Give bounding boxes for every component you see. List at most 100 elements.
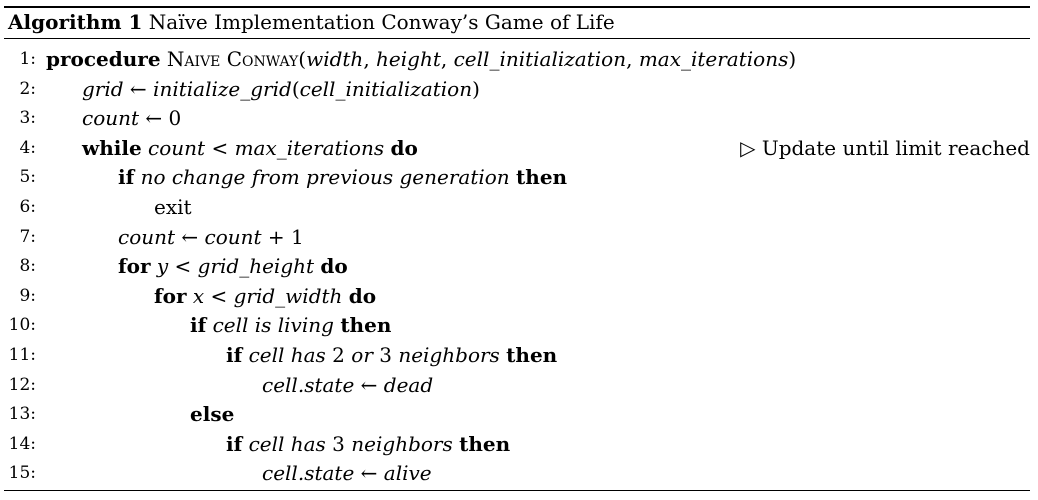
caption-title: Naïve Implementation Conway’s Game of Li… [148, 10, 615, 34]
code-text: ) [788, 47, 797, 71]
line-code: grid ← initialize_grid(cell_initializati… [82, 75, 480, 104]
algorithm-line: 11: if cell has 2 or 3 neighbors then [4, 341, 1030, 370]
keyword: then [506, 343, 558, 367]
algorithm-line: 9: for x < grid_width do [4, 282, 1030, 311]
line-code: if cell has 3 neighbors then [226, 430, 510, 459]
identifier: count [118, 224, 176, 249]
line-number: 10: [8, 315, 36, 336]
identifier: grid_width [233, 283, 343, 308]
code-text: < [205, 135, 235, 160]
keyword: if [226, 343, 243, 367]
identifier: neighbors [351, 431, 453, 456]
code-text: ← [123, 76, 154, 101]
identifier: cell.state [262, 461, 355, 486]
identifier: x [192, 283, 205, 308]
code-text: < [204, 283, 234, 308]
line-number: 4: [19, 137, 36, 158]
identifier: count [204, 224, 262, 249]
keyword: if [226, 431, 243, 456]
algorithm-line: 12: cell.state ← dead [4, 371, 1030, 400]
code-text: 2 [325, 343, 352, 367]
code-text: exit [154, 195, 192, 219]
keyword: procedure [46, 47, 161, 71]
bottom-rule [4, 490, 1030, 491]
identifier: count [82, 106, 140, 131]
identifier: or [351, 343, 373, 367]
line-number: 5: [19, 167, 36, 188]
keyword: for [118, 254, 151, 279]
keyword: if [190, 313, 207, 338]
algorithm-line: 14: if cell has 3 neighbors then [4, 430, 1030, 459]
caption-rule [4, 38, 1030, 39]
line-code: for y < grid_height do [118, 252, 348, 281]
code-text: , [440, 47, 454, 71]
algorithm-line: 8: for y < grid_height do [4, 252, 1030, 281]
line-number: 14: [8, 433, 36, 454]
line-code: count ← count + 1 [118, 223, 304, 252]
code-text: 3 [325, 431, 352, 456]
algorithm-line: 3: count ← 0 [4, 104, 1030, 133]
algorithm-line: 5: if no change from previous generation … [4, 163, 1030, 192]
line-number: 12: [8, 374, 36, 395]
line-number: 3: [19, 108, 36, 129]
keyword: then [340, 313, 392, 338]
algorithm-line: 4: while count < max_iterations do ▷ Updat… [4, 134, 1030, 163]
line-code: procedure Naive Conway(width, height, ce… [46, 45, 796, 74]
keyword: else [190, 402, 235, 427]
code-text: ( [291, 76, 300, 101]
identifier: count [148, 135, 206, 160]
identifier: cell_initialization [453, 47, 627, 71]
line-code: count ← 0 [82, 104, 181, 133]
identifier: cell has [248, 431, 326, 456]
line-number: 13: [8, 404, 36, 425]
identifier: grid_height [197, 254, 315, 279]
line-number: 15: [8, 463, 36, 484]
algorithm-line: 15: cell.state ← alive [4, 459, 1030, 488]
procedure-name: Naive Conway [166, 47, 299, 71]
line-number: 8: [19, 256, 36, 277]
algorithm-line: 13: else [4, 400, 1030, 429]
identifier: cell.state [262, 372, 355, 397]
line-number: 2: [19, 78, 36, 99]
code-text: ← 0 [139, 106, 182, 131]
identifier: no change from previous generation [140, 165, 510, 190]
identifier: grid [82, 76, 124, 101]
code-text: 3 [372, 343, 399, 367]
keyword: do [320, 254, 348, 279]
line-number: 11: [8, 345, 36, 365]
identifier: height [376, 47, 441, 71]
identifier: alive [383, 461, 432, 486]
line-code: for x < grid_width do [154, 282, 376, 311]
code-text: ← [354, 372, 384, 397]
code-text: , [626, 47, 639, 71]
algorithm-line: 7: count ← count + 1 [4, 223, 1030, 252]
code-text: ← [175, 224, 205, 249]
keyword: for [154, 283, 187, 308]
identifier: max_iterations [638, 47, 789, 71]
identifier: neighbors [398, 343, 500, 367]
line-number: 9: [19, 285, 36, 306]
identifier: y [156, 254, 169, 279]
line-code: else [190, 400, 234, 429]
keyword: then [516, 165, 568, 190]
identifier: max_iterations [234, 135, 385, 160]
line-code: if no change from previous generation th… [118, 163, 567, 192]
keyword: do [348, 283, 377, 308]
line-code: while count < max_iterations do [82, 134, 418, 163]
line-comment: ▷ Update until limit reached [740, 135, 1030, 160]
line-code: if cell is living then [190, 311, 391, 340]
code-text: , [363, 47, 377, 71]
line-number: 1: [19, 49, 36, 69]
algorithm-line: 1: procedure Naive Conway(width, height, … [4, 45, 1030, 74]
code-text: ← [354, 461, 384, 486]
code-text: < [168, 254, 198, 279]
identifier: width [306, 47, 364, 71]
code-text: + 1 [261, 224, 304, 249]
identifier: cell has [248, 343, 326, 367]
code-text: ) [472, 76, 480, 101]
identifier: cell is living [212, 313, 334, 338]
algorithm-line: 2: grid ← initialize_grid(cell_initializa… [4, 75, 1030, 104]
identifier: initialize_grid [153, 76, 292, 101]
algorithm-caption: Algorithm 1 Naïve Implementation Conway’… [8, 10, 615, 34]
algorithm-line: 6: exit [4, 193, 1030, 222]
